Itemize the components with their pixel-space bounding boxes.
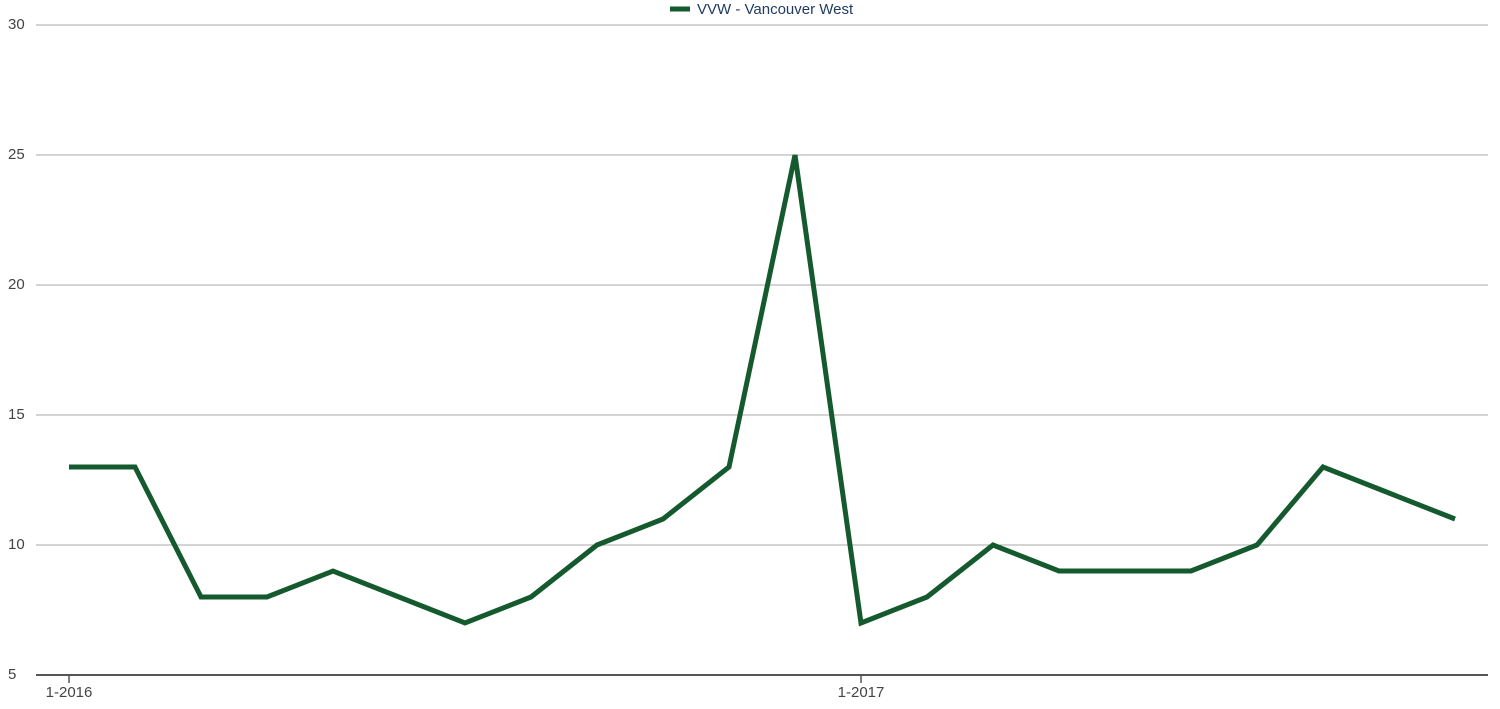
y-tick-label: 10 bbox=[8, 536, 25, 553]
legend-label: VVW - Vancouver West bbox=[697, 1, 854, 18]
y-tick-label: 20 bbox=[8, 276, 25, 293]
x-tick-label: 1-2016 bbox=[46, 684, 93, 701]
y-tick-label: 30 bbox=[8, 16, 25, 33]
line bbox=[69, 154, 1456, 627]
x-tick-label: 1-2017 bbox=[838, 684, 885, 701]
y-tick-label: 15 bbox=[8, 406, 25, 423]
y-tick-label: 25 bbox=[8, 146, 25, 163]
y-tick-label: 5 bbox=[8, 666, 16, 683]
